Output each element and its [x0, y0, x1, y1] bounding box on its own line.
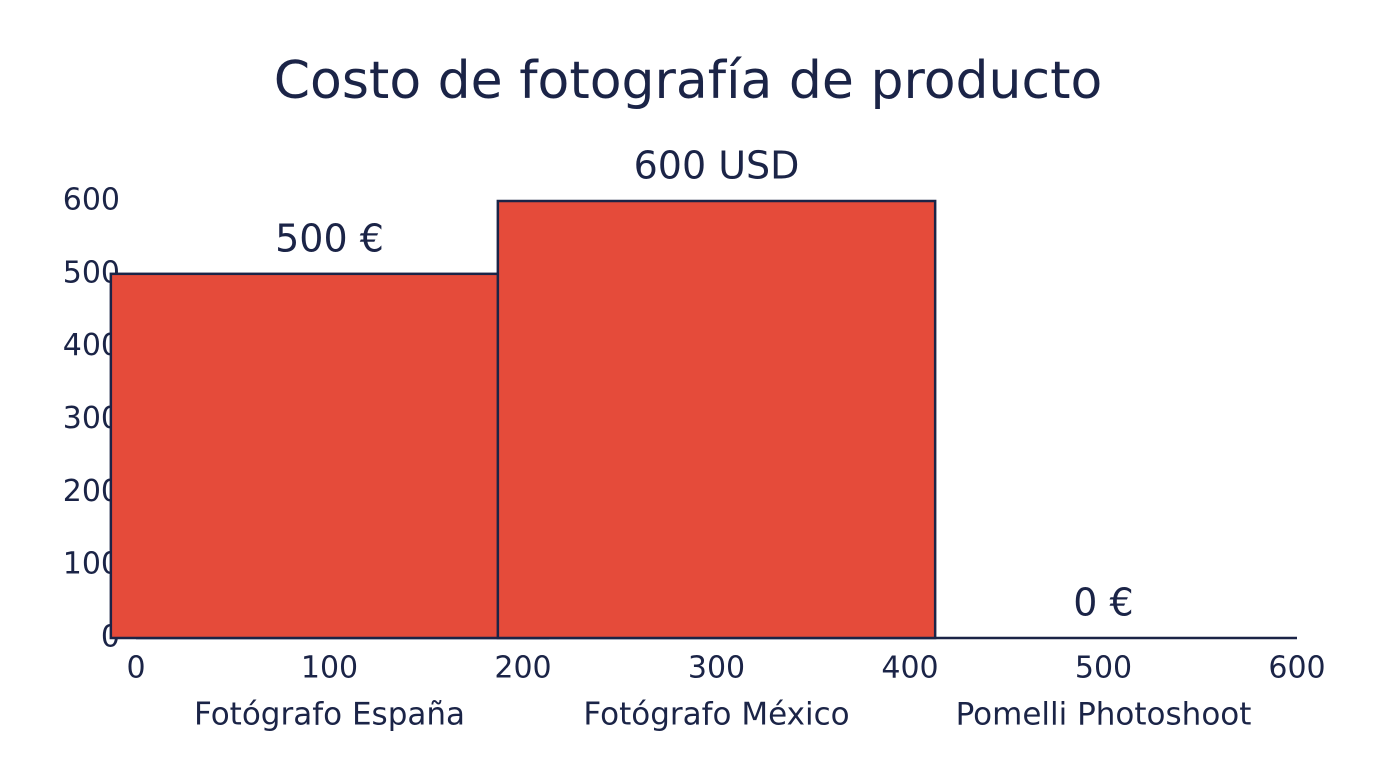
x-category-label: Fotógrafo España: [194, 697, 465, 733]
bar: [109, 272, 550, 640]
x-tick-label: 0: [126, 651, 145, 686]
y-tick-label: 600: [63, 183, 120, 218]
x-category-label: Pomelli Photoshoot: [956, 697, 1252, 733]
x-tick-label: 100: [301, 651, 358, 686]
x-tick-label: 300: [688, 651, 745, 686]
value-label: 600 USD: [634, 144, 800, 188]
bar: [496, 199, 937, 640]
x-tick-label: 500: [1075, 651, 1132, 686]
x-category-label: Fotógrafo México: [583, 697, 849, 733]
x-tick-label: 600: [1268, 651, 1325, 686]
value-label: 500 €: [275, 216, 384, 260]
value-label: 0 €: [1073, 581, 1133, 625]
x-tick-label: 400: [881, 651, 938, 686]
x-tick-label: 200: [494, 651, 551, 686]
chart-title: Costo de fotografía de producto: [274, 51, 1103, 111]
